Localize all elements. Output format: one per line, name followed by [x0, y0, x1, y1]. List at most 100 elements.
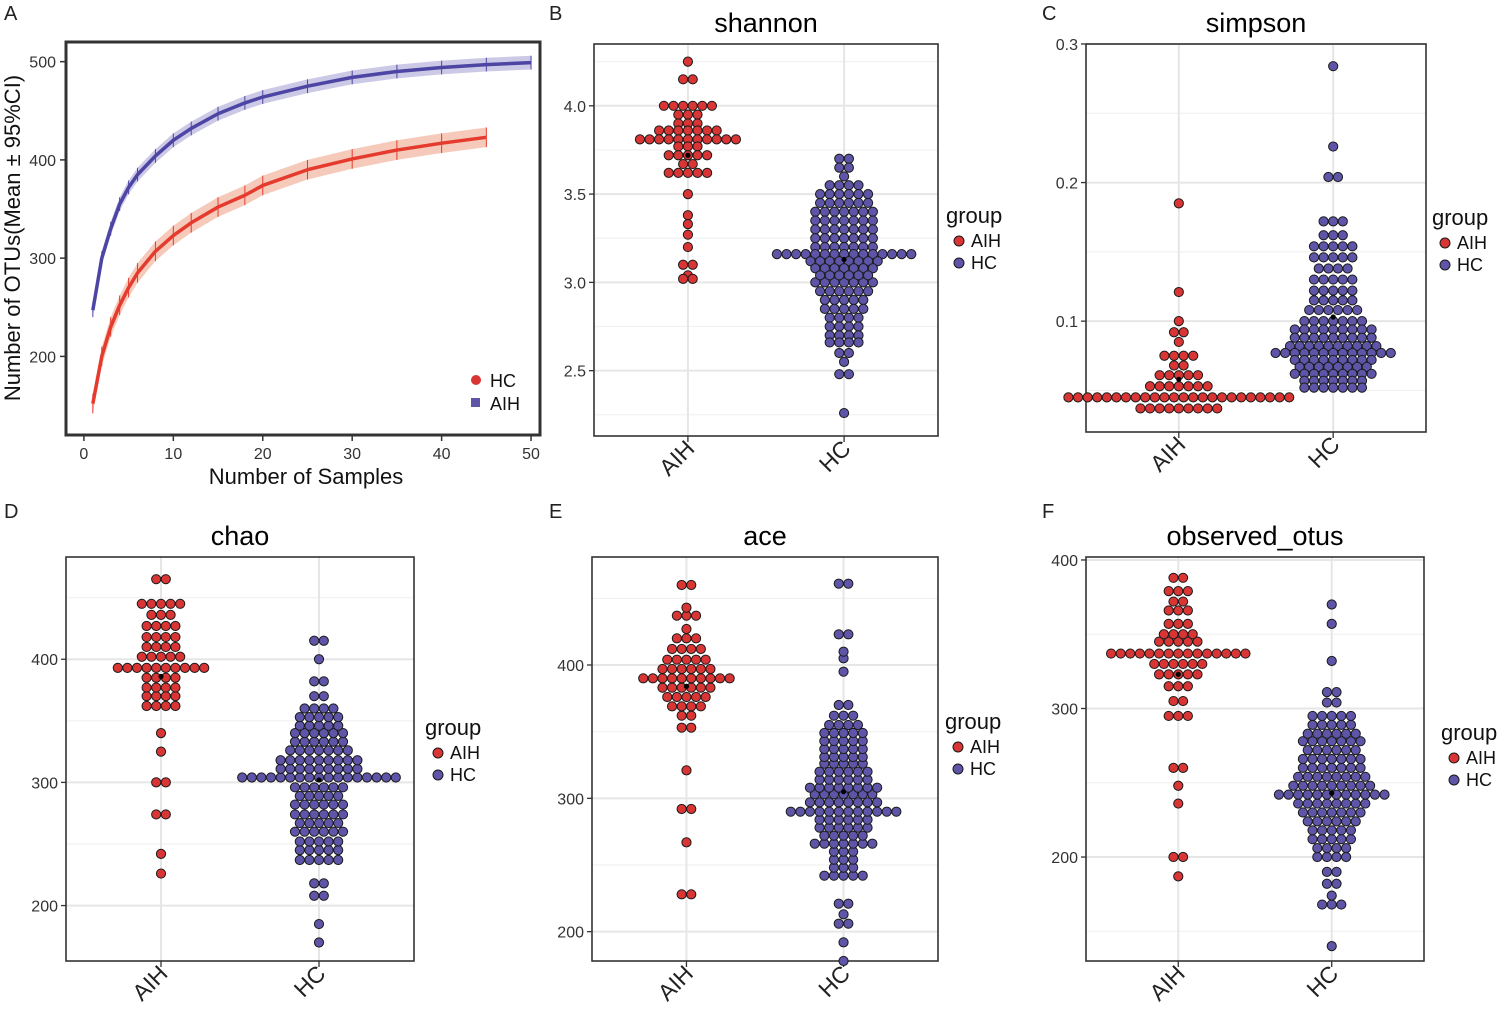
- data-point-hc: [848, 233, 859, 244]
- data-point-aih: [160, 682, 171, 693]
- data-point-hc: [838, 666, 849, 677]
- data-point-hc: [833, 629, 844, 640]
- data-point-aih: [634, 134, 646, 145]
- data-point-hc: [313, 817, 325, 829]
- data-point-aih: [170, 662, 181, 673]
- y-tick-label-observed_otus: 200: [1051, 850, 1078, 867]
- data-point-hc: [834, 347, 845, 359]
- data-point-hc: [313, 790, 325, 802]
- data-point-hc: [838, 233, 850, 244]
- data-point-aih: [682, 56, 694, 67]
- legend-marker-hc: [953, 257, 965, 269]
- data-point-hc: [1336, 780, 1347, 791]
- data-point-aih: [179, 662, 191, 673]
- data-point-hc: [318, 676, 329, 687]
- data-point-hc: [1331, 866, 1342, 877]
- data-point-hc: [337, 826, 349, 837]
- data-point-aih: [1207, 392, 1218, 403]
- data-point-hc: [1328, 285, 1339, 296]
- data-point-aih: [671, 633, 682, 644]
- data-point-aih: [1182, 605, 1193, 616]
- data-point-hc: [834, 162, 845, 173]
- data-point-aih: [1168, 658, 1179, 670]
- data-point-hc: [1273, 789, 1285, 800]
- data-point-hc: [1289, 368, 1300, 379]
- data-point-aih: [1178, 392, 1189, 403]
- data-point-hc: [1341, 789, 1352, 800]
- data-point-hc: [304, 720, 315, 731]
- data-point-hc: [1345, 807, 1357, 818]
- data-point-hc: [1302, 744, 1313, 756]
- data-point-hc: [323, 845, 334, 856]
- data-point-hc: [1332, 304, 1344, 316]
- data-point-hc: [867, 263, 878, 274]
- data-point-hc: [309, 691, 320, 702]
- data-point-aih: [1173, 871, 1184, 882]
- data-point-hc: [1341, 851, 1352, 863]
- data-point-aih: [1158, 658, 1169, 670]
- data-point-aih: [1164, 403, 1175, 414]
- data-point-aih: [662, 691, 673, 703]
- data-point-aih: [1177, 658, 1189, 670]
- data-point-hc: [824, 806, 835, 817]
- data-point-aih: [1188, 392, 1199, 403]
- legend-label-hc: HC: [450, 765, 476, 785]
- data-point-aih: [1197, 392, 1208, 403]
- data-point-hc: [1347, 252, 1358, 263]
- data-point-aih: [151, 620, 162, 632]
- plot-background-observed_otus: [1086, 557, 1424, 961]
- data-point-aih: [1177, 695, 1189, 707]
- legend-marker-hc: [1439, 259, 1451, 271]
- data-point-aih: [676, 722, 687, 733]
- legend-label-aih: AIH: [450, 743, 480, 763]
- data-point-hc: [1328, 332, 1339, 343]
- data-point-hc: [333, 745, 344, 756]
- data-point-hc: [872, 797, 883, 808]
- data-point-hc: [1366, 354, 1377, 366]
- data-point-hc: [1321, 687, 1333, 698]
- data-point-hc: [1302, 728, 1313, 739]
- data-point-hc: [819, 303, 830, 314]
- data-point-hc: [872, 256, 883, 267]
- data-point-aih: [1173, 780, 1184, 791]
- data-point-hc: [1326, 780, 1337, 791]
- data-point-hc: [1337, 285, 1348, 296]
- data-point-hc: [1318, 295, 1329, 306]
- data-point-aih: [141, 691, 152, 702]
- data-point-aih: [676, 803, 687, 815]
- legend-marker-aih: [1448, 752, 1460, 764]
- data-point-hc: [857, 727, 868, 739]
- data-point-aih: [678, 158, 689, 170]
- data-point-aih: [160, 777, 171, 788]
- data-point-aih: [687, 259, 698, 270]
- data-point-hc: [304, 745, 315, 756]
- data-point-hc: [333, 755, 344, 766]
- data-point-hc: [1293, 789, 1304, 800]
- data-point-hc: [828, 710, 840, 721]
- data-point-aih: [155, 598, 167, 609]
- data-point-hc: [858, 215, 869, 226]
- data-point-hc: [1312, 744, 1323, 756]
- data-point-hc: [294, 763, 305, 774]
- data-point-aih: [657, 663, 668, 675]
- data-point-aih: [686, 673, 697, 684]
- data-point-aih: [170, 691, 181, 702]
- data-point-hc: [1321, 728, 1333, 739]
- data-point-hc: [843, 188, 854, 200]
- data-point-hc: [1323, 304, 1334, 316]
- data-point-aih: [695, 682, 706, 693]
- data-point-hc: [1317, 780, 1328, 791]
- data-point-hc: [256, 772, 267, 783]
- data-point-hc: [781, 249, 792, 260]
- data-point-aih: [705, 663, 716, 675]
- data-point-aih: [165, 609, 176, 620]
- x-tick-label-chao: AIH: [127, 960, 172, 1005]
- data-point-hc: [1350, 771, 1361, 782]
- panel-title-ace: ace: [743, 521, 787, 551]
- panel-title-simpson: simpson: [1206, 8, 1307, 38]
- data-point-aih: [160, 620, 171, 632]
- data-point-hc: [1345, 753, 1357, 765]
- data-point-aih: [1255, 392, 1266, 403]
- data-point-hc: [1308, 252, 1320, 263]
